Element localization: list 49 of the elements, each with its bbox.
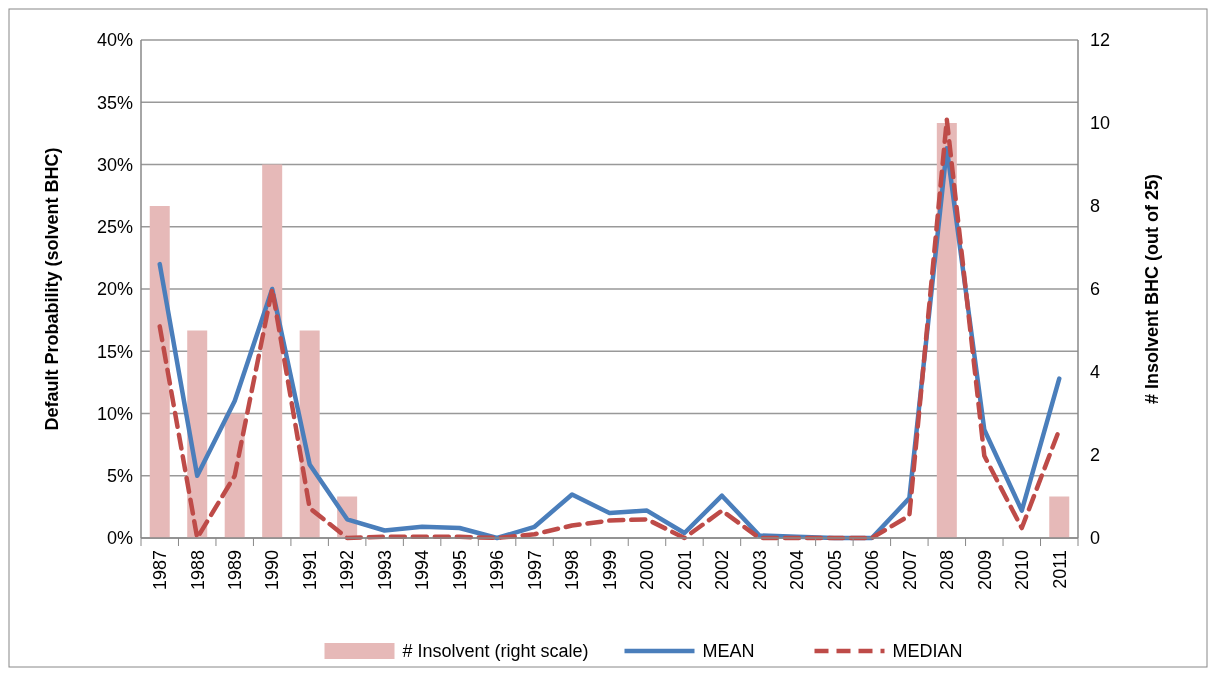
x-tick-label: 2000	[637, 550, 658, 591]
y-tick-label: 35%	[96, 92, 133, 113]
x-tick-label: 2001	[674, 550, 695, 591]
y-tick-label: 20%	[96, 279, 133, 300]
y2-axis-title: # Insolvent BHC (out of 25)	[1142, 173, 1162, 405]
y2-tick-label: 10	[1090, 113, 1111, 134]
x-tick-label: 1989	[225, 550, 245, 591]
x-tick-label: 1994	[412, 550, 433, 591]
bar	[149, 206, 170, 538]
x-tick-label: 1987	[150, 550, 171, 591]
x-tick-label: 2010	[1012, 550, 1033, 591]
x-tick-label: 1992	[337, 550, 358, 591]
y2-tick-label: 12	[1090, 30, 1111, 51]
x-tick-label: 1996	[487, 550, 508, 591]
legend-label: # Insolvent (right scale)	[402, 641, 589, 662]
x-tick-label: 2005	[824, 550, 845, 591]
y2-tick-label: 0	[1090, 528, 1101, 549]
y-axis-title: Default Probability (solvent BHC)	[42, 147, 62, 431]
y-tick-label: 15%	[96, 341, 133, 362]
x-tick-label: 2009	[974, 550, 995, 591]
x-tick-label: 2003	[749, 550, 770, 591]
y2-tick-label: 8	[1090, 196, 1101, 217]
x-tick-label: 2008	[937, 550, 958, 591]
bar	[262, 164, 283, 538]
x-tick-label: 2011	[1049, 550, 1070, 589]
x-tick-label: 2002	[712, 550, 733, 591]
legend-label: MEDIAN	[892, 641, 963, 662]
y-tick-label: 25%	[96, 217, 133, 238]
y-tick-label: 40%	[96, 30, 133, 51]
x-tick-label: 2006	[862, 550, 883, 591]
y-tick-label: 5%	[106, 466, 133, 487]
x-tick-label: 1988	[187, 550, 208, 591]
y-tick-label: 30%	[96, 154, 133, 175]
y2-tick-label: 4	[1090, 362, 1101, 383]
x-tick-label: 1997	[524, 550, 545, 591]
x-tick-label: 1998	[562, 550, 583, 591]
x-tick-label: 2004	[787, 550, 808, 591]
y-tick-label: 0%	[106, 528, 133, 549]
y2-tick-label: 2	[1090, 445, 1101, 466]
x-tick-label: 1999	[599, 550, 620, 591]
x-tick-label: 2007	[899, 550, 920, 591]
x-tick-label: 1993	[374, 550, 395, 591]
x-tick-label: 1991	[299, 550, 320, 591]
x-tick-label: 1990	[262, 550, 283, 591]
bar	[1049, 496, 1070, 538]
x-tick-label: 1995	[449, 550, 470, 591]
y2-tick-label: 6	[1090, 279, 1101, 300]
y-tick-label: 10%	[96, 403, 133, 424]
legend-label: MEAN	[702, 641, 755, 662]
